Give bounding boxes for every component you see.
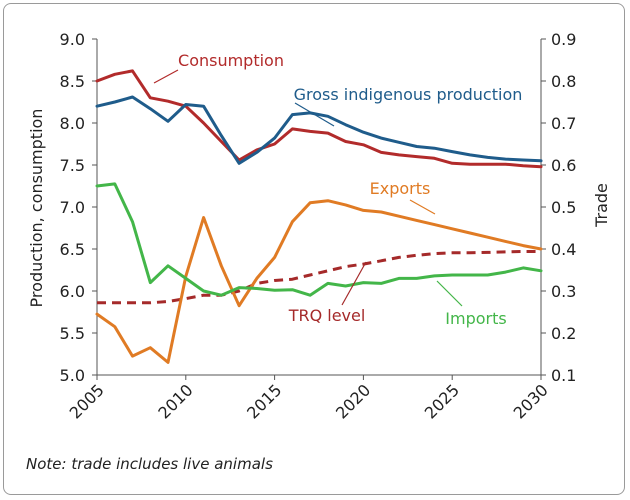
series-line-trq-level — [97, 250, 541, 305]
series-line-exports — [95, 199, 543, 364]
right-tick-label: 0.7 — [551, 114, 576, 133]
leader-line-exports — [409, 199, 436, 215]
series-label-exports: Exports — [370, 179, 431, 198]
series-label-trq-level: TRQ level — [288, 306, 366, 325]
left-tick-label: 6.0 — [60, 282, 85, 301]
left-tick-label: 9.0 — [60, 30, 85, 49]
x-tick-label: 2010 — [154, 380, 196, 422]
left-axis-label: Production, consumption — [27, 109, 46, 308]
right-tick-label: 0.4 — [551, 240, 576, 259]
x-tick-label: 2020 — [332, 380, 374, 422]
x-tick-label: 2005 — [66, 380, 108, 422]
left-tick-label: 5.5 — [60, 324, 85, 343]
right-tick-label: 0.3 — [551, 282, 576, 301]
left-tick-label: 8.0 — [60, 114, 85, 133]
right-tick-label: 0.5 — [551, 198, 576, 217]
leader-line-imports — [436, 280, 463, 307]
left-tick-label: 7.5 — [60, 156, 85, 175]
label-layer: Consumption Gross indigenous production Ex… — [153, 51, 523, 328]
right-tick-label: 0.9 — [551, 30, 576, 49]
series-label-gross-indigenous-production: Gross indigenous production — [294, 85, 523, 104]
x-tick-label: 2025 — [421, 380, 463, 422]
right-tick-label: 0.8 — [551, 72, 576, 91]
left-tick-label: 7.0 — [60, 198, 85, 217]
series-label-consumption: Consumption — [178, 51, 284, 70]
right-axis-label: Trade — [592, 183, 611, 228]
chart-note: Note: trade includes live animals — [26, 455, 273, 473]
right-tick-label: 0.6 — [551, 156, 576, 175]
series-line-consumption — [95, 69, 543, 169]
series-line-imports — [95, 182, 543, 297]
right-tick-label: 0.2 — [551, 324, 576, 343]
x-tick-label: 2015 — [243, 380, 285, 422]
x-tick-label: 2030 — [510, 380, 552, 422]
right-tick-label: 0.1 — [551, 366, 576, 385]
series-label-imports: Imports — [445, 309, 506, 328]
series-layer — [95, 69, 543, 364]
left-tick-label: 8.5 — [60, 72, 85, 91]
left-tick-label: 6.5 — [60, 240, 85, 259]
leader-line-consumption — [153, 69, 179, 84]
chart-frame — [3, 3, 625, 495]
leader-line-trq-level — [341, 261, 367, 306]
series-line-gross-indigenous-production — [95, 95, 543, 165]
leader-line-gross-indigenous-production — [294, 102, 335, 127]
left-tick-label: 5.0 — [60, 366, 85, 385]
